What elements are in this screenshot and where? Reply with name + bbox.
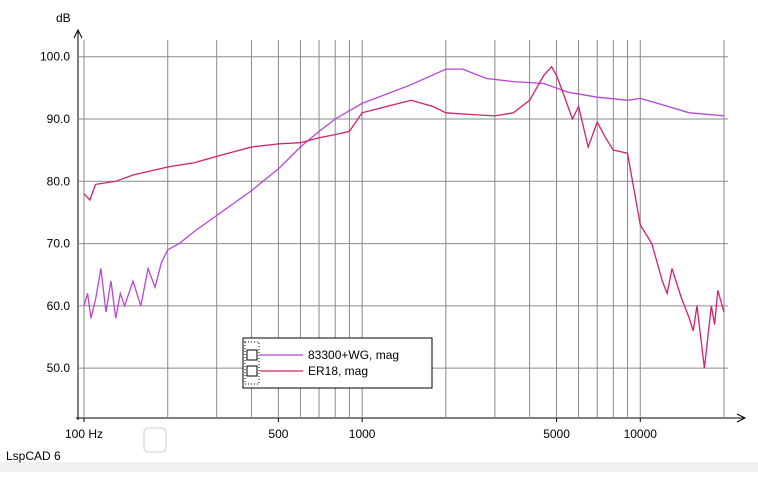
y-tick-label: 80.0	[47, 174, 71, 188]
series-line	[83, 65, 725, 369]
status-strip	[0, 462, 758, 472]
y-tick-label: 70.0	[47, 237, 71, 251]
legend-checkbox[interactable]	[246, 365, 258, 377]
app-label: LspCAD 6	[6, 449, 61, 463]
legend-checkbox[interactable]	[246, 349, 258, 361]
x-tick-label: 10000	[624, 427, 658, 441]
y-tick-label: 50.0	[47, 361, 71, 375]
x-tick-label: 5000	[543, 427, 570, 441]
x-arrow	[736, 413, 747, 423]
legend-label: ER18, mag	[308, 364, 368, 378]
x-tick-label: 1000	[349, 427, 376, 441]
button[interactable]	[143, 427, 167, 453]
legend-focus	[244, 341, 260, 385]
y-arrow	[73, 28, 83, 39]
legend-label: 83300+WG, mag	[308, 348, 399, 362]
x-tick-label: 100 Hz	[65, 427, 103, 441]
series-line	[83, 68, 725, 319]
legend-box	[242, 337, 433, 389]
y-tick-label: 60.0	[47, 299, 71, 313]
x-tick-label: 500	[268, 427, 288, 441]
y-tick-label: 100.0	[40, 50, 70, 64]
y-tick-label: 90.0	[47, 112, 71, 126]
y-axis-label: dB	[56, 11, 71, 25]
